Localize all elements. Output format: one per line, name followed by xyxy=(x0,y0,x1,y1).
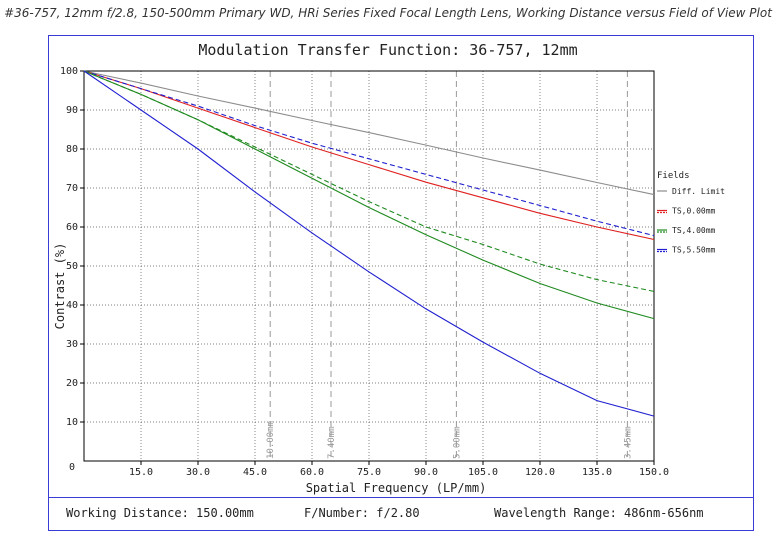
series-line xyxy=(83,70,655,241)
grid xyxy=(84,71,654,461)
legend-label: TS,4.00mm xyxy=(672,226,716,235)
y-tick-label: 40 xyxy=(66,300,78,311)
working-distance: Working Distance: 150.00mm xyxy=(66,506,254,520)
legend-label: TS,0.00mm xyxy=(672,207,716,216)
series-line xyxy=(83,70,655,237)
plot-frame xyxy=(48,35,754,531)
origin-label: 0 xyxy=(69,462,75,473)
field-marker-label: 10.00mm xyxy=(266,421,276,459)
x-tick-label: 60.0 xyxy=(300,467,324,478)
series-line xyxy=(83,70,655,320)
y-tick-label: 80 xyxy=(66,144,78,155)
y-tick-label: 30 xyxy=(66,339,78,350)
series-lines xyxy=(83,70,655,417)
y-tick-label: 60 xyxy=(66,222,78,233)
legend-label: TS,5.50mm xyxy=(672,246,716,255)
series-line xyxy=(83,70,655,196)
x-tick-label: 45.0 xyxy=(243,467,267,478)
series-line xyxy=(83,70,655,292)
x-tick-label: 135.0 xyxy=(582,467,612,478)
x-tick-label: 30.0 xyxy=(186,467,210,478)
x-tick-label: 150.0 xyxy=(639,467,669,478)
wavelength-range: Wavelength Range: 486nm-656nm xyxy=(494,506,704,520)
x-tick-label: 15.0 xyxy=(129,467,153,478)
field-marker-label: 3.45mm xyxy=(623,426,633,459)
field-markers: 10.00mm 7.40mm 5.00mm 3.45mm xyxy=(266,71,633,461)
y-tick-label: 90 xyxy=(66,105,78,116)
y-tick-label: 100 xyxy=(60,66,78,77)
x-tick-label: 75.0 xyxy=(357,467,381,478)
x-tick-label: 90.0 xyxy=(414,467,438,478)
f-number: F/Number: f/2.80 xyxy=(304,506,420,520)
footer-divider xyxy=(48,497,754,498)
y-tick-label: 10 xyxy=(66,417,78,428)
legend: Fields Diff. Limit TS,0.00mm TS,4.00mm TS,5.… xyxy=(657,171,725,255)
y-tick-label: 20 xyxy=(66,378,78,389)
x-tick-label: 105.0 xyxy=(468,467,498,478)
legend-title: Fields xyxy=(657,171,690,181)
series-line xyxy=(83,70,655,417)
field-marker-label: 7.40mm xyxy=(327,426,337,459)
x-tick-label: 120.0 xyxy=(525,467,555,478)
field-marker-label: 5.00mm xyxy=(452,426,462,459)
legend-label: Diff. Limit xyxy=(672,187,725,196)
y-axis-label: Contrast (%) xyxy=(53,243,67,330)
y-tick-label: 50 xyxy=(66,261,78,272)
figure-caption: #36-757, 12mm f/2.8, 150-500mm Primary W… xyxy=(4,6,772,20)
chart-title: Modulation Transfer Function: 36-757, 12… xyxy=(198,41,577,59)
y-tick-label: 70 xyxy=(66,183,78,194)
axis-ticks: 15.0 30.0 45.0 60.0 75.0 90.0 105.0 120.0 135.0 1… xyxy=(60,66,669,478)
x-axis-label: Spatial Frequency (LP/mm) xyxy=(306,481,487,495)
